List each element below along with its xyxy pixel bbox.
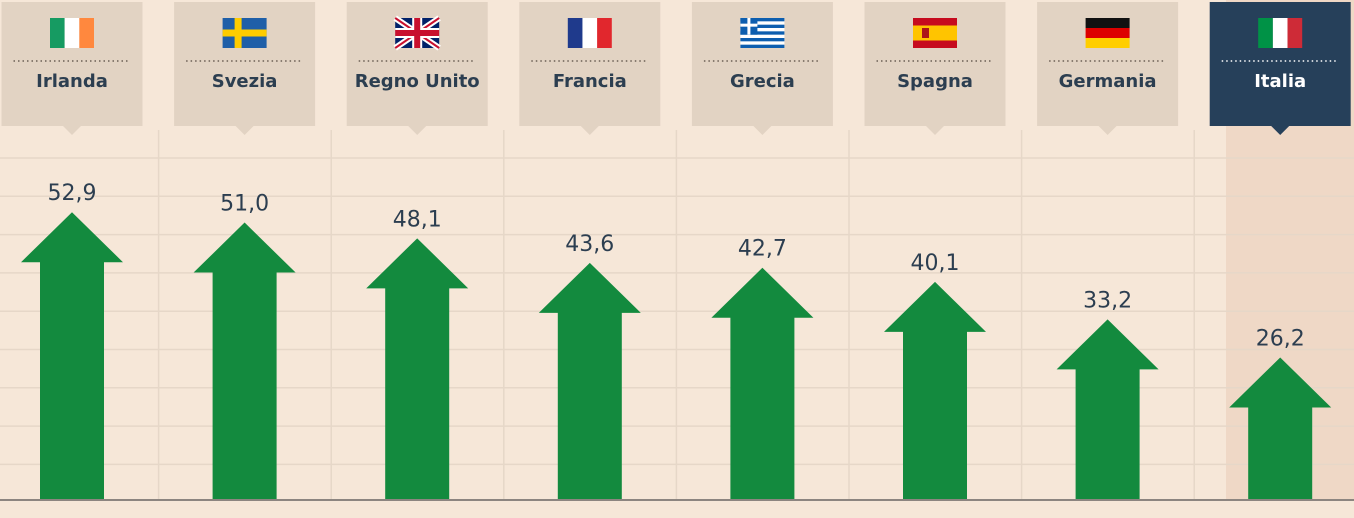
value-label: 40,1 xyxy=(911,251,960,276)
bar-arrow xyxy=(884,281,986,500)
france-flag-icon xyxy=(567,18,612,48)
category-header: Germania xyxy=(1037,2,1179,135)
uk-flag-icon xyxy=(393,15,441,51)
sweden-flag-icon xyxy=(222,18,267,48)
spain-flag-icon xyxy=(913,18,957,48)
category-label: Irlanda xyxy=(36,71,108,92)
bar-arrow xyxy=(1056,319,1159,500)
bar-arrow xyxy=(538,262,641,500)
category-label: Spagna xyxy=(897,71,973,92)
value-label: 51,0 xyxy=(220,192,269,217)
value-label: 48,1 xyxy=(393,207,442,232)
bar-arrow xyxy=(193,222,296,500)
category-header: Grecia xyxy=(691,2,833,135)
bar-arrow xyxy=(711,267,814,500)
category-label: Svezia xyxy=(212,71,278,92)
greece-flag-icon xyxy=(740,18,785,48)
category-label: Germania xyxy=(1059,71,1157,92)
value-label: 42,7 xyxy=(738,237,787,262)
category-header: Irlanda xyxy=(1,2,143,135)
category-header: Regno Unito xyxy=(346,2,488,135)
value-label: 33,2 xyxy=(1083,288,1132,313)
category-label: Italia xyxy=(1254,71,1306,92)
category-header: Italia xyxy=(1209,2,1351,135)
germany-flag-icon xyxy=(1085,18,1130,48)
italy-flag-icon xyxy=(1258,18,1303,48)
category-header: Svezia xyxy=(174,2,316,135)
category-header: Spagna xyxy=(864,2,1006,135)
value-label: 52,9 xyxy=(48,181,97,206)
category-header: Francia xyxy=(519,2,661,135)
bar-arrow xyxy=(21,212,123,500)
ireland-flag-icon xyxy=(50,18,94,48)
category-label: Regno Unito xyxy=(355,71,480,92)
grid xyxy=(0,130,1354,500)
bar-arrow xyxy=(366,238,469,500)
bar-arrow xyxy=(1229,357,1332,500)
value-label: 43,6 xyxy=(565,232,614,257)
category-label: Grecia xyxy=(730,71,795,92)
value-label: 26,2 xyxy=(1256,326,1305,351)
category-label: Francia xyxy=(553,71,627,92)
